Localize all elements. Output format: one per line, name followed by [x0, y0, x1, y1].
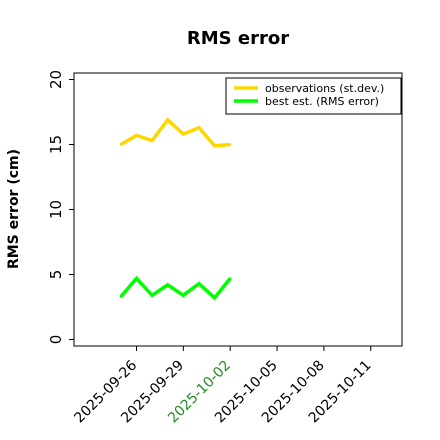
- data-point-observations: [213, 144, 216, 147]
- data-point-observations: [135, 134, 138, 137]
- data-point-best_est: [213, 296, 216, 300]
- series-line-best_est: [119, 275, 232, 301]
- data-point-observations: [119, 143, 123, 146]
- data-point-best_est: [119, 295, 123, 298]
- data-point-observations: [197, 126, 201, 129]
- legend-label-best_est: best est. (RMS error): [265, 95, 379, 108]
- y-tick-label: 0: [47, 335, 65, 345]
- legend: observations (st.dev.)best est. (RMS err…: [225, 77, 402, 115]
- y-tick-label: 15: [47, 135, 65, 154]
- data-point-observations: [228, 143, 232, 146]
- y-tick-label: 5: [47, 270, 65, 280]
- data-point-observations: [150, 139, 154, 142]
- data-point-best_est: [135, 277, 138, 280]
- data-point-observations: [182, 132, 185, 136]
- plot-area: 051015202025-09-262025-09-292025-10-0220…: [47, 70, 403, 426]
- data-point-observations: [166, 118, 169, 122]
- y-tick-label: 10: [47, 200, 65, 219]
- chart-title: RMS error: [187, 28, 289, 49]
- y-tick-label: 20: [47, 70, 65, 89]
- data-point-best_est: [197, 282, 201, 285]
- legend-box: [225, 77, 402, 115]
- y-axis-label: RMS error (cm): [6, 149, 22, 269]
- legend-label-observations: observations (st.dev.): [265, 82, 384, 95]
- data-point-best_est: [228, 277, 232, 280]
- data-point-best_est: [182, 294, 185, 297]
- data-point-best_est: [166, 283, 169, 287]
- series-line-observations: [120, 117, 231, 148]
- data-point-best_est: [150, 294, 154, 297]
